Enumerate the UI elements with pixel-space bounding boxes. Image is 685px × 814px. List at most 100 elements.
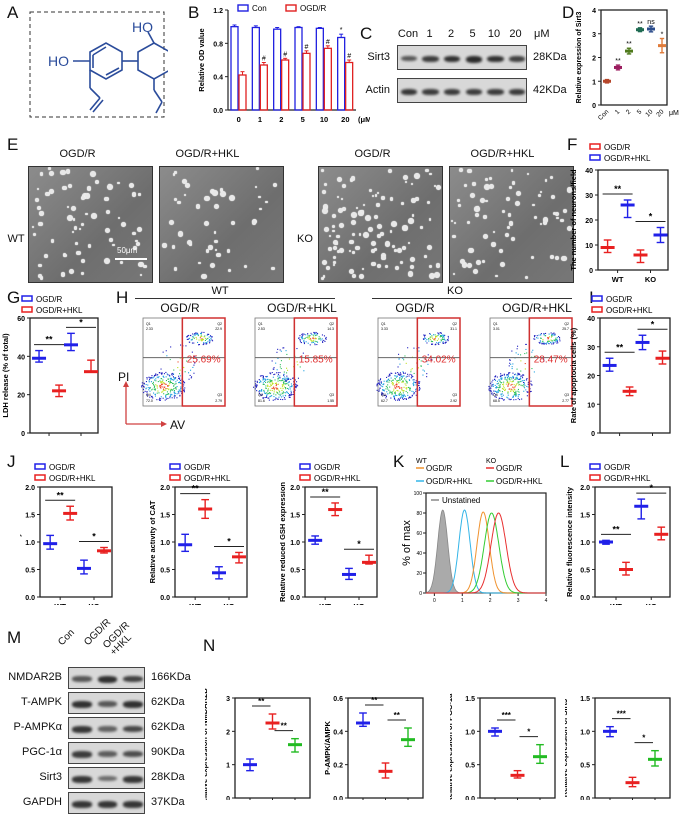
flow-event [189, 337, 191, 339]
flow-event [274, 399, 276, 401]
neuron-cell [414, 173, 420, 179]
flow-event [170, 389, 172, 391]
flow-event [301, 338, 303, 340]
flow-event [287, 377, 289, 379]
flow-event [162, 375, 164, 377]
flow-event [514, 379, 516, 381]
flow-event [524, 368, 526, 370]
neuron-cell [322, 204, 329, 211]
x-tick-label: WT [610, 602, 622, 605]
flow-event [280, 350, 282, 352]
molecular-weight-label: 166KDa [151, 671, 191, 683]
flow-event [441, 335, 443, 337]
flow-event [443, 336, 445, 338]
flow-event [515, 391, 517, 393]
neuron-cell [435, 263, 441, 269]
flow-event [285, 382, 287, 384]
flow-event [325, 338, 327, 340]
flow-event [206, 342, 208, 344]
flow-event [410, 371, 412, 373]
flow-event [279, 349, 281, 351]
flow-event [554, 339, 556, 341]
legend-swatch [299, 474, 311, 481]
blot-strip [397, 78, 527, 103]
flow-event [403, 372, 405, 374]
flow-event [386, 376, 388, 378]
flow-event [408, 396, 410, 398]
flow-event [403, 394, 405, 396]
neuron-cell [50, 239, 55, 243]
legend-swatch [169, 463, 181, 470]
flow-event [264, 392, 266, 394]
honokiol-structure: HO HO [29, 11, 168, 118]
flow-event [545, 335, 547, 337]
flow-event [399, 377, 401, 379]
flow-event [440, 340, 442, 342]
neuron-cell [227, 269, 231, 273]
flow-event [319, 337, 321, 339]
flow-event [196, 338, 198, 340]
neuron-cell [426, 201, 431, 205]
flow-event [520, 378, 522, 380]
neuron-cell [138, 261, 145, 268]
y-tick-label: 2 [592, 56, 596, 63]
flow-event [517, 388, 519, 390]
flow-event [262, 376, 264, 378]
neuron-cell [556, 217, 559, 220]
plot-frame [234, 697, 311, 799]
quadrant-label: Q4 [146, 393, 151, 397]
legend-label: Unstatined [442, 496, 480, 505]
neuron-cell [80, 196, 85, 200]
x-unit: μM [669, 110, 679, 117]
neuron-cell [109, 238, 114, 242]
flow-event [539, 342, 541, 344]
h-group-wt: WT [211, 285, 229, 297]
flow-event [141, 385, 143, 387]
flow-event [434, 334, 436, 336]
flow-event [530, 380, 532, 382]
flow-event [518, 383, 520, 385]
neuron-cell [339, 248, 345, 254]
neuron-cell [131, 231, 136, 236]
flow-event [401, 377, 403, 379]
flow-event [502, 388, 504, 390]
flow-event [275, 362, 277, 364]
y-tick-label: 0 [226, 796, 230, 800]
flow-event [184, 387, 186, 389]
flow-event [262, 397, 264, 399]
flow-event [499, 397, 501, 399]
flow-event [544, 343, 546, 345]
panel-label-h: H [116, 288, 129, 307]
flow-event [282, 388, 284, 390]
flow-event [381, 393, 383, 395]
flow-event [406, 388, 408, 390]
significance-mark: ** [192, 484, 200, 494]
flow-event [429, 333, 431, 335]
protein-band [400, 55, 418, 62]
y-tick-label: 4 [592, 8, 596, 15]
panel-label-g: G [7, 288, 21, 307]
flow-event [434, 338, 436, 340]
flow-event [402, 381, 404, 383]
flow-event [294, 385, 296, 387]
y-tick-label: 0 [21, 431, 25, 438]
flow-event [379, 381, 381, 383]
neuron-cell [351, 220, 357, 225]
flow-event [154, 386, 156, 388]
flow-event [524, 384, 526, 386]
y-tick-label: 2.0 [160, 485, 170, 492]
flow-event [388, 381, 390, 383]
flow-event [440, 335, 442, 337]
flow-event [491, 392, 493, 394]
flow-event [210, 335, 212, 337]
flow-event [395, 399, 397, 401]
flow-event [413, 347, 415, 349]
flow-event [286, 383, 288, 385]
flow-event [523, 383, 525, 385]
neuron-cell [336, 234, 340, 238]
flow-event [490, 382, 492, 384]
flow-event [156, 376, 158, 378]
flow-event [156, 399, 158, 401]
